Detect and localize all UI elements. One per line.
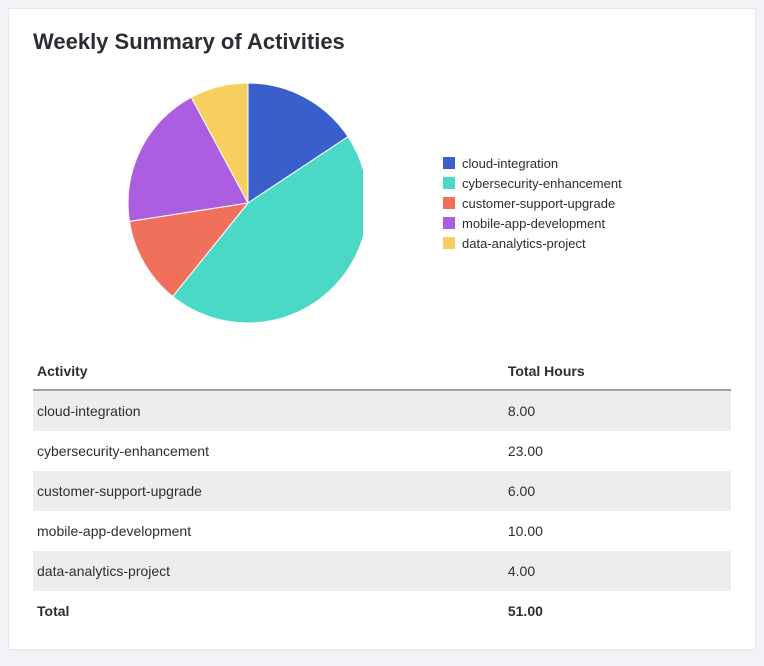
legend-swatch xyxy=(443,237,455,249)
legend-swatch xyxy=(443,197,455,209)
legend-label: data-analytics-project xyxy=(462,236,586,251)
summary-card: Weekly Summary of Activities cloud-integ… xyxy=(8,8,756,650)
col-activity-header: Activity xyxy=(33,353,504,390)
cell-activity: cybersecurity-enhancement xyxy=(33,431,504,471)
table-row: data-analytics-project4.00 xyxy=(33,551,731,591)
chart-legend: cloud-integration cybersecurity-enhanceme… xyxy=(433,151,731,256)
legend-swatch xyxy=(443,217,455,229)
table-row: customer-support-upgrade6.00 xyxy=(33,471,731,511)
pie-chart xyxy=(33,73,433,333)
legend-item: data-analytics-project xyxy=(443,236,731,251)
legend-swatch xyxy=(443,157,455,169)
activity-table: Activity Total Hours cloud-integration8.… xyxy=(33,353,731,631)
legend-label: mobile-app-development xyxy=(462,216,605,231)
legend-item: customer-support-upgrade xyxy=(443,196,731,211)
cell-hours: 8.00 xyxy=(504,390,731,431)
legend-swatch xyxy=(443,177,455,189)
cell-activity: mobile-app-development xyxy=(33,511,504,551)
legend-item: cybersecurity-enhancement xyxy=(443,176,731,191)
col-hours-header: Total Hours xyxy=(504,353,731,390)
legend-item: mobile-app-development xyxy=(443,216,731,231)
cell-activity: customer-support-upgrade xyxy=(33,471,504,511)
chart-row: cloud-integration cybersecurity-enhanceme… xyxy=(33,73,731,333)
cell-total-label: Total xyxy=(33,591,504,631)
legend-label: customer-support-upgrade xyxy=(462,196,615,211)
cell-activity: cloud-integration xyxy=(33,390,504,431)
cell-total-hours: 51.00 xyxy=(504,591,731,631)
legend-label: cloud-integration xyxy=(462,156,558,171)
table-row: cloud-integration8.00 xyxy=(33,390,731,431)
legend-label: cybersecurity-enhancement xyxy=(462,176,622,191)
cell-hours: 23.00 xyxy=(504,431,731,471)
cell-hours: 6.00 xyxy=(504,471,731,511)
cell-hours: 4.00 xyxy=(504,551,731,591)
cell-activity: data-analytics-project xyxy=(33,551,504,591)
card-title: Weekly Summary of Activities xyxy=(33,29,731,55)
table-row: cybersecurity-enhancement23.00 xyxy=(33,431,731,471)
legend-item: cloud-integration xyxy=(443,156,731,171)
cell-hours: 10.00 xyxy=(504,511,731,551)
table-row: mobile-app-development10.00 xyxy=(33,511,731,551)
table-total-row: Total51.00 xyxy=(33,591,731,631)
